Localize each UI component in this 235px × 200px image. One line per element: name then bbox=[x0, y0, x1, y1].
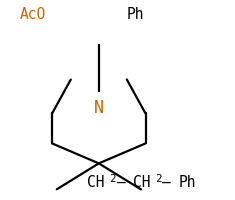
Text: 2: 2 bbox=[155, 173, 161, 183]
Text: CH: CH bbox=[133, 174, 150, 189]
Text: —: — bbox=[162, 174, 171, 189]
Text: 2: 2 bbox=[109, 173, 116, 183]
Text: AcO: AcO bbox=[19, 7, 46, 22]
Text: N: N bbox=[94, 99, 104, 117]
Text: —: — bbox=[117, 174, 125, 189]
Text: Ph: Ph bbox=[127, 7, 144, 22]
Text: Ph: Ph bbox=[178, 174, 196, 189]
Text: CH: CH bbox=[87, 174, 105, 189]
